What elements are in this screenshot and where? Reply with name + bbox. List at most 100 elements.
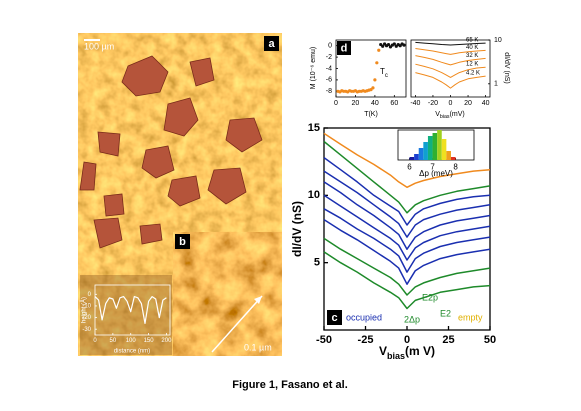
- spectrum-line: [323, 237, 491, 296]
- panel-letter: c: [331, 312, 337, 324]
- spectrum-line: [323, 132, 491, 189]
- x-tick-label: 20: [352, 100, 360, 107]
- y-axis-label: dI/dV (nS): [503, 52, 510, 84]
- x-tick-label: 8: [453, 162, 458, 171]
- y-axis-label: M (10⁻⁶ emu): [310, 47, 317, 89]
- plot-frame: [94, 284, 171, 336]
- x-tick-label: 7: [430, 162, 435, 171]
- histogram-bar: [437, 130, 442, 160]
- y-tick-label: 0: [88, 292, 92, 298]
- y-tick-label: 1: [494, 81, 498, 88]
- caption: Figure 1, Fasano et al.: [232, 379, 348, 391]
- y-tick-label: 5: [314, 257, 320, 269]
- histogram-bar: [432, 133, 438, 160]
- spectrum-line: [415, 72, 486, 89]
- y-axis-label: height (Å): [81, 297, 88, 323]
- y-tick-label: -8: [326, 88, 332, 95]
- legend-label: 65 K: [466, 38, 478, 44]
- x-axis-label: T(K): [364, 111, 378, 118]
- spectrum-line: [323, 181, 491, 250]
- label-part: V: [379, 344, 387, 358]
- label-part: V: [435, 111, 440, 118]
- y-tick-label: -4: [326, 65, 332, 72]
- x-tick-label: 200: [161, 338, 172, 344]
- magnetization-point: [377, 48, 381, 52]
- magnetization-point: [402, 43, 406, 47]
- histogram-bar: [423, 142, 428, 160]
- histogram-bar: [446, 151, 451, 160]
- annotation: E2: [440, 308, 451, 318]
- scale-label-b: 0.1 µm: [244, 342, 272, 352]
- label-subscript: bias: [440, 114, 450, 120]
- x-axis-label: Vbias(m V): [379, 344, 435, 361]
- legend-label: 32 K: [466, 53, 478, 59]
- legend-label: 12 K: [466, 62, 478, 68]
- panel-b-texture: [173, 232, 282, 356]
- y-tick-label: -30: [82, 327, 91, 333]
- legend-label: 4.2 K: [466, 71, 480, 77]
- label-part: (m V): [405, 344, 435, 358]
- x-tick-label: 25: [442, 334, 454, 346]
- label-subscript: c: [385, 73, 388, 79]
- spectrum-line: [415, 63, 486, 78]
- letter-box: [327, 310, 342, 325]
- label-subscript: bias: [387, 351, 405, 361]
- x-tick-label: 150: [144, 338, 155, 344]
- x-tick-label: 6: [407, 162, 412, 171]
- x-tick-label: 20: [464, 100, 472, 107]
- spectrum-line: [323, 218, 491, 285]
- spectrum-line: [323, 156, 491, 226]
- x-axis-label: distance (nm): [114, 349, 150, 355]
- spectrum-line: [415, 55, 486, 66]
- panel-letter: a: [268, 38, 275, 50]
- spectrum-line: [94, 296, 167, 324]
- y-tick-label: 15: [308, 122, 320, 134]
- magnetization-point: [392, 42, 396, 46]
- x-tick-label: 60: [390, 100, 398, 107]
- label-part: (mV): [450, 111, 465, 118]
- x-tick-label: -20: [428, 100, 438, 107]
- tc-annotation: Tc: [380, 67, 388, 78]
- profile-arrow-head: [254, 296, 262, 304]
- x-tick-label: 40: [482, 100, 490, 107]
- x-tick-label: 0: [449, 100, 453, 107]
- spectrum-line: [323, 208, 491, 273]
- annotation: occupied: [346, 312, 382, 322]
- spectrum-line: [415, 48, 486, 55]
- magnetization-point: [371, 86, 375, 90]
- histogram-label: Δp (meV): [419, 169, 453, 178]
- histogram-bar: [418, 148, 424, 160]
- spectrum-line: [323, 251, 491, 310]
- x-tick-label: 0: [334, 100, 338, 107]
- spectrum-line: [323, 170, 491, 238]
- x-tick-label: -50: [316, 334, 332, 346]
- magnetization-point: [386, 42, 391, 47]
- magnetization-point: [375, 61, 379, 65]
- flakes: [79, 55, 263, 249]
- letter-box: [264, 36, 279, 51]
- x-tick-label: 40: [371, 100, 379, 107]
- letter-box: [175, 234, 190, 249]
- x-tick-label: 0: [404, 334, 410, 346]
- x-tick-label: 50: [110, 338, 117, 344]
- panel-letter: d: [341, 42, 348, 54]
- histogram-bar: [409, 157, 415, 160]
- panel-letter: b: [179, 236, 186, 248]
- spectrum-line: [415, 41, 486, 46]
- x-tick-label: 100: [126, 338, 137, 344]
- annotation: E2p: [422, 292, 438, 302]
- label-part: T: [380, 67, 385, 76]
- y-tick-label: -6: [326, 77, 332, 84]
- y-tick-label: -20: [82, 315, 91, 321]
- legend-label: 40 K: [466, 45, 478, 51]
- annotation: empty: [458, 312, 483, 322]
- annotation: 2Δp: [404, 314, 420, 324]
- y-tick-label: 10: [494, 37, 502, 44]
- histogram-bar: [427, 136, 433, 160]
- profile-arrow: [211, 295, 263, 353]
- magnetization-point: [381, 44, 385, 48]
- histogram-bar: [441, 139, 447, 160]
- histogram-bar: [450, 157, 456, 160]
- y-tick-label: 10: [308, 189, 320, 201]
